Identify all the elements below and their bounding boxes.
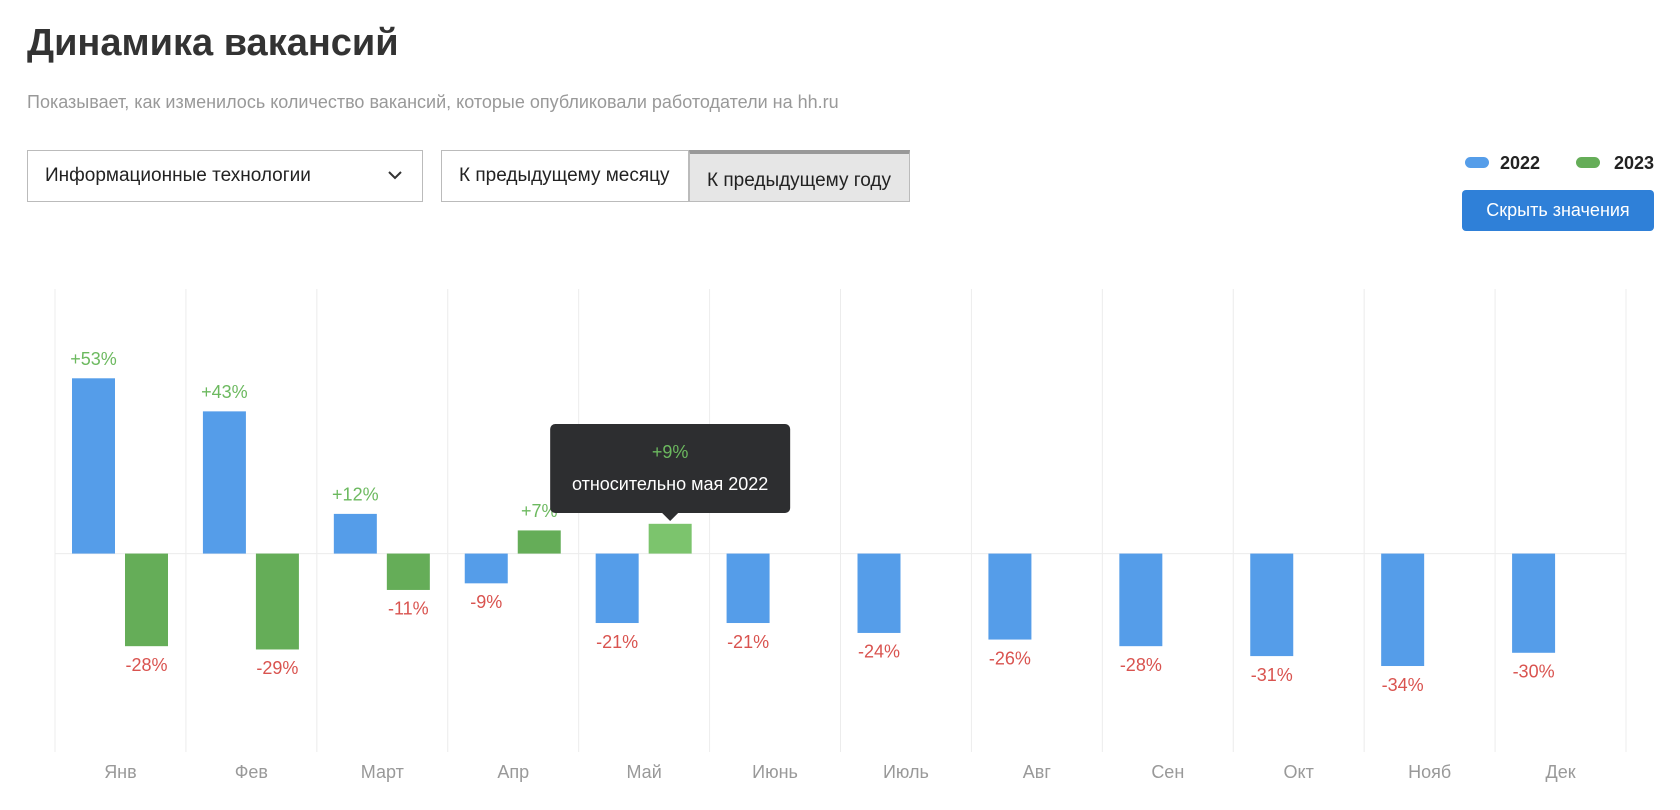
bar xyxy=(857,553,901,633)
bar xyxy=(464,553,508,584)
toggle-month[interactable]: К предыдущему месяцу xyxy=(441,150,689,202)
legend-swatch xyxy=(1465,157,1489,168)
value-label: -26% xyxy=(989,648,1031,668)
value-label: -21% xyxy=(596,632,638,652)
value-label: +12% xyxy=(332,485,379,505)
legend-swatch xyxy=(1576,157,1600,168)
bar xyxy=(202,411,246,554)
bar xyxy=(255,553,299,650)
tooltip-arrow xyxy=(662,513,679,521)
value-label: -21% xyxy=(727,632,769,652)
x-tick-label: Фев xyxy=(235,762,268,782)
bar xyxy=(386,553,430,590)
chevron xyxy=(388,171,402,180)
value-label: -28% xyxy=(125,655,167,675)
bar xyxy=(595,553,639,624)
tooltip-value: +9% xyxy=(652,442,689,462)
x-tick-label: Нояб xyxy=(1408,762,1451,782)
x-tick-label: Апр xyxy=(497,762,529,782)
tooltip-text: относительно мая 2022 xyxy=(572,474,768,494)
bar xyxy=(648,523,692,554)
x-tick-label: Март xyxy=(361,762,404,782)
bar xyxy=(517,530,561,554)
value-label: -30% xyxy=(1513,662,1555,682)
value-label: -9% xyxy=(470,592,502,612)
bar xyxy=(125,553,168,647)
chart: Янв Фев Март Апр Май Июнь Июль Авг Сен Окт Нояб Дек… xyxy=(54,289,1627,782)
x-tick-label: Дек xyxy=(1546,762,1576,782)
x-tick-label: Авг xyxy=(1023,762,1052,782)
dropdown-label: Информационные технологии xyxy=(45,165,311,186)
bar xyxy=(333,513,377,554)
subtitle: Показывает, как изменилось количество ва… xyxy=(27,92,839,112)
value-label: -28% xyxy=(1120,655,1162,675)
bar xyxy=(1512,553,1556,653)
x-tick-label: Май xyxy=(626,762,661,782)
value-label: -11% xyxy=(388,599,429,619)
value-label: -24% xyxy=(858,642,900,662)
hide-values-button[interactable]: Скрыть значения xyxy=(1462,190,1654,231)
toggle-year[interactable]: К предыдущему году xyxy=(689,150,910,202)
value-label: +53% xyxy=(70,349,117,369)
x-tick-label: Июль xyxy=(883,762,929,782)
x-tick-label: Окт xyxy=(1284,762,1314,782)
bar xyxy=(1119,553,1163,647)
legend-label: 2022 xyxy=(1500,153,1541,173)
bar xyxy=(72,378,115,554)
x-tick-label: Июнь xyxy=(752,762,798,782)
bar xyxy=(1250,553,1294,657)
value-label: -31% xyxy=(1251,665,1293,685)
x-tick-label: Янв xyxy=(104,762,137,782)
page-title: Динамика вакансий xyxy=(27,22,399,64)
tooltip-box xyxy=(550,424,791,513)
value-label: +7% xyxy=(521,501,558,521)
value-label: -34% xyxy=(1382,675,1424,695)
legend-label: 2023 xyxy=(1614,153,1655,173)
industry-dropdown[interactable]: Информационные технологии xyxy=(27,150,423,202)
bar xyxy=(726,553,770,624)
value-label: -29% xyxy=(256,658,298,678)
x-tick-label: Сен xyxy=(1151,762,1184,782)
value-label: +43% xyxy=(201,382,248,402)
bar xyxy=(1381,553,1425,667)
bar xyxy=(988,553,1032,640)
